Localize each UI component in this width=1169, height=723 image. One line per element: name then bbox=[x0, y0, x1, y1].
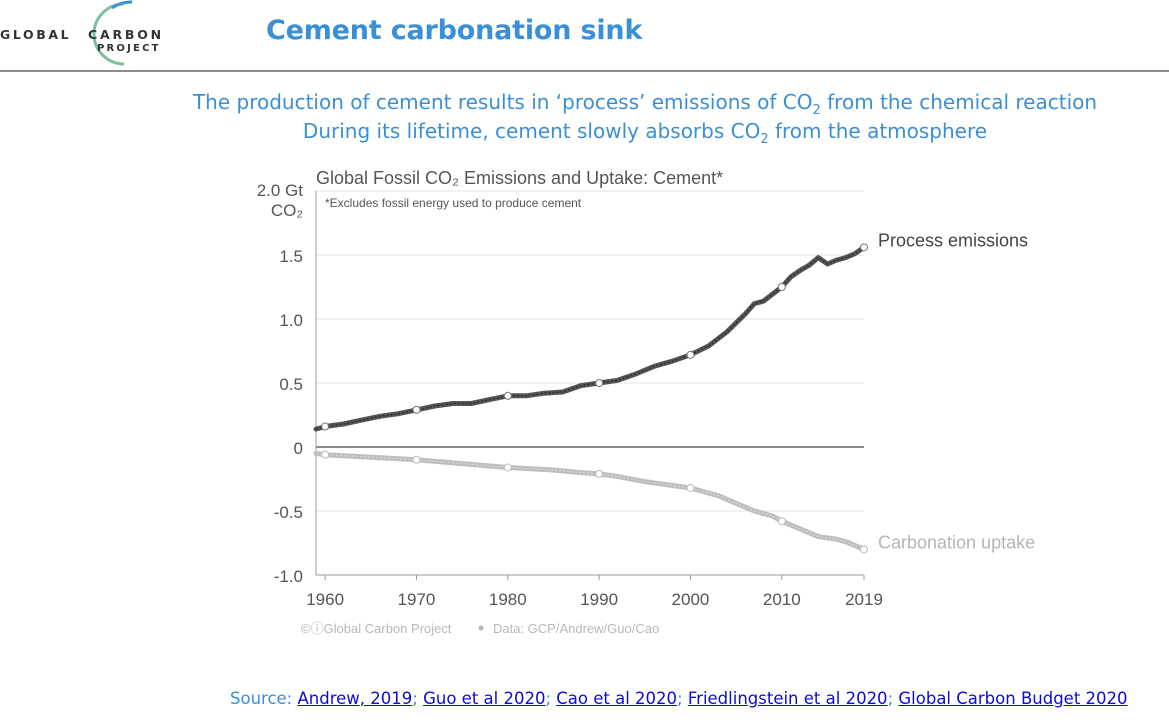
title-divider bbox=[0, 70, 1169, 72]
axis-layer bbox=[315, 191, 865, 580]
y-tick-label: 1.0 bbox=[279, 311, 303, 330]
process-emissions-point bbox=[503, 391, 512, 400]
process-emissions-point bbox=[595, 379, 604, 387]
subtitle-line-1-pre: The production of cement results in ‘pro… bbox=[192, 90, 813, 114]
source-line: Source: Andrew, 2019; Guo et al 2020; Ca… bbox=[230, 689, 1128, 708]
chart-note: *Excludes fossil energy used to produce … bbox=[325, 196, 582, 210]
chart-footer: ©ⓘGlobal Carbon Project bbox=[301, 621, 452, 636]
carbonation-uptake-line bbox=[313, 450, 867, 552]
footer-bullet bbox=[478, 625, 484, 631]
process-emissions-line bbox=[313, 244, 867, 432]
chart-footer-data: Data: GCP/Andrew/Guo/Cao bbox=[493, 621, 659, 636]
source-separator: ; bbox=[545, 689, 557, 708]
chart-title: Global Fossil CO₂ Emissions and Uptake: … bbox=[316, 168, 723, 188]
x-tick-label: 1980 bbox=[489, 590, 527, 609]
carbonation-uptake-point bbox=[321, 450, 330, 459]
subtitle-line-2: During its lifetime, cement slowly absor… bbox=[180, 119, 1110, 147]
y-axis-label: 2.0 Gt bbox=[257, 181, 304, 200]
subtitle-line-2-pre: During its lifetime, cement slowly absor… bbox=[302, 119, 761, 143]
source-prefix: Source: bbox=[230, 689, 298, 708]
x-tick-label: 2019 bbox=[845, 590, 883, 609]
subtitle-line-2-post: from the atmosphere bbox=[768, 119, 988, 143]
x-tick-label: 1960 bbox=[306, 590, 344, 609]
global-carbon-project-logo: GLOBAL CARBON PROJECT bbox=[0, 0, 180, 68]
subtitle-line-1-sub: 2 bbox=[812, 103, 821, 118]
subtitle-line-1-post: from the chemical reaction bbox=[820, 90, 1098, 114]
carbonation-uptake-point bbox=[503, 463, 512, 472]
carbonation-uptake-point bbox=[686, 483, 695, 492]
logo-word-global: GLOBAL bbox=[0, 27, 72, 42]
y-tick-label: -0.5 bbox=[274, 503, 303, 522]
source-link-cao[interactable]: Cao et al 2020 bbox=[556, 689, 678, 708]
logo-word-project: PROJECT bbox=[97, 43, 161, 54]
process-emissions-point bbox=[860, 243, 868, 252]
source-separator: ; bbox=[677, 689, 688, 708]
subtitle-line-2-sub: 2 bbox=[760, 132, 769, 147]
subtitle-line-1: The production of cement results in ‘pro… bbox=[180, 90, 1110, 118]
source-link-guo[interactable]: Guo et al 2020 bbox=[423, 689, 546, 708]
carbonation-uptake-point bbox=[412, 455, 421, 464]
source-link-friedlingstein[interactable]: Friedlingstein et al 2020 bbox=[687, 689, 888, 708]
y-axis-unit: CO₂ bbox=[271, 201, 303, 220]
x-tick-label: 2000 bbox=[672, 590, 710, 609]
process-emissions-point bbox=[686, 350, 695, 359]
process-emissions-label: Process emissions bbox=[878, 230, 1028, 250]
source-link-andrew[interactable]: Andrew, 2019 bbox=[297, 689, 413, 708]
y-tick-label: -1.0 bbox=[274, 567, 303, 586]
logo-arc-icon bbox=[92, 0, 133, 66]
carbonation-uptake-point bbox=[860, 545, 868, 554]
process-emissions-point bbox=[412, 405, 421, 414]
carbonation-uptake-point bbox=[595, 469, 604, 478]
carbonation-uptake-label: Carbonation uptake bbox=[878, 532, 1035, 552]
process-emissions-point bbox=[321, 422, 330, 431]
process-emissions-point bbox=[777, 283, 786, 291]
y-tick-label: 1.5 bbox=[279, 247, 303, 266]
y-tick-label: 0 bbox=[294, 439, 303, 458]
source-separator: ; bbox=[887, 689, 899, 708]
logo-word-carbon: CARBON bbox=[88, 27, 164, 42]
x-tick-label: 1970 bbox=[398, 590, 436, 609]
series-layer bbox=[313, 243, 868, 554]
process-emissions-line-texture bbox=[315, 246, 865, 430]
x-tick-label: 2010 bbox=[763, 590, 801, 609]
y-tick-label: 0.5 bbox=[279, 375, 303, 394]
source-link-global-carbon-budget[interactable]: Global Carbon Budget 2020 bbox=[898, 689, 1128, 708]
carbonation-uptake-point bbox=[777, 517, 786, 526]
carbonation-uptake-line-texture bbox=[315, 452, 865, 551]
slide-title: Cement carbonation sink bbox=[266, 15, 643, 46]
source-separator: ; bbox=[412, 689, 424, 708]
x-tick-label: 1990 bbox=[580, 590, 618, 609]
